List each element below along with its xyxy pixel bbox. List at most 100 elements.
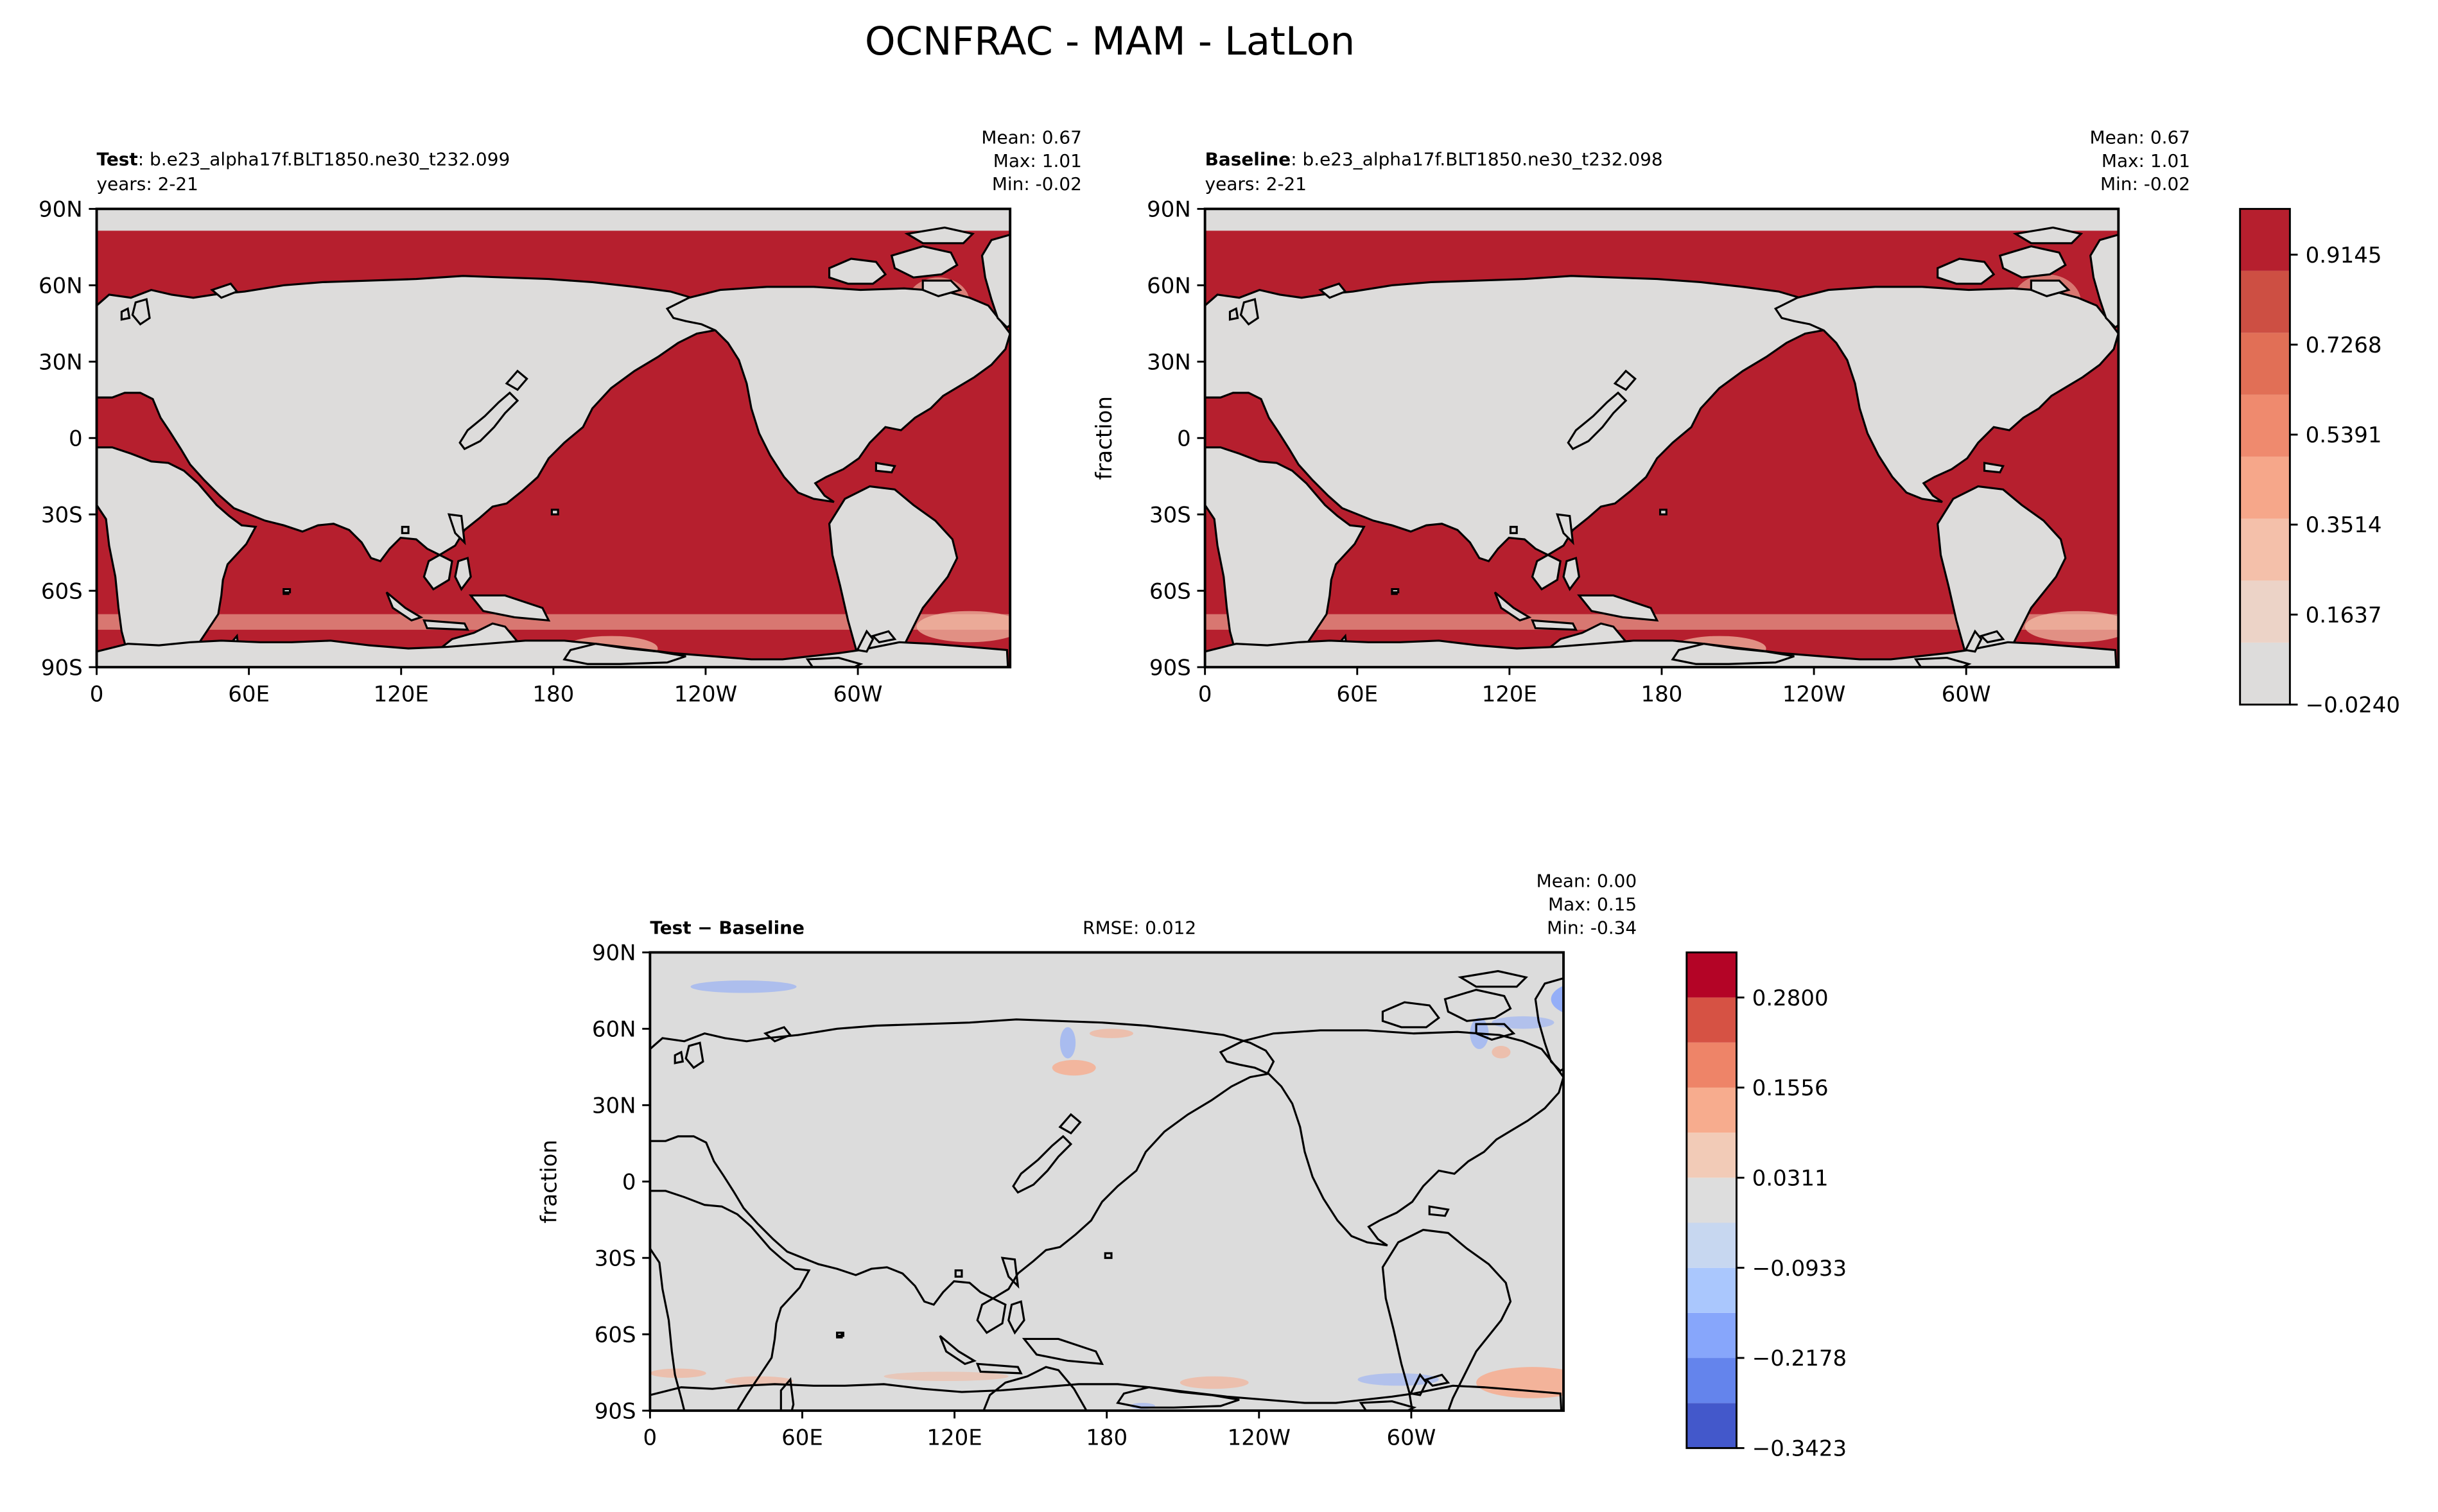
- baseline-stat-mean: Mean: 0.67: [2090, 126, 2190, 148]
- diff-colorbar: 0.2800 0.1556 0.0311 −0.0933 −0.2178 −0.3423: [1685, 951, 1847, 1462]
- colorbar-segment: [1686, 1177, 1737, 1223]
- x-tick-label: 120E: [927, 1425, 982, 1451]
- colorbar-segment: [1686, 1133, 1737, 1178]
- diff-anom-bering-red: [1089, 1029, 1133, 1038]
- x-tick-label: 180: [1641, 682, 1683, 708]
- x-tick-label: 120W: [1782, 682, 1845, 708]
- diff-anom-labrador-red: [1492, 1046, 1511, 1059]
- diff-background-fill: [650, 952, 1564, 1411]
- diff-anom-ross-red: [1180, 1376, 1249, 1389]
- colorbar-segment: [1686, 997, 1737, 1043]
- diff-anom-greenland-blue: [1551, 986, 1564, 1013]
- colorbar-frame: [1685, 951, 1737, 1449]
- x-tick-label: 120W: [1228, 1425, 1291, 1451]
- colorbar-segment: [2240, 209, 2290, 271]
- test-name-rest: : b.e23_alpha17f.BLT1850.ne30_t232.099: [138, 148, 510, 169]
- diff-anom-weddell-red: [1476, 1367, 1564, 1398]
- test-y-axis: 90N 60N 30N 0 30S 60S 90S: [39, 196, 97, 681]
- y-tick-label: 0: [1177, 426, 1191, 451]
- colorbar-tick-label: −0.2178: [1752, 1346, 1847, 1371]
- diff-map-field: [650, 952, 1564, 1411]
- x-tick-label: 60E: [781, 1425, 823, 1451]
- colorbar-segment: [1686, 1358, 1737, 1403]
- y-tick-label: 90N: [1147, 196, 1191, 222]
- colorbar-segment: [1686, 1403, 1737, 1448]
- colorbar-segment: [1686, 1222, 1737, 1268]
- colorbar-tick-label: 0.1637: [2306, 602, 2382, 628]
- baseline-stat-max: Max: 1.01: [2102, 150, 2190, 171]
- diff-anom-okhotsk-red: [1052, 1059, 1096, 1076]
- baseline-name-bold: Baseline: [1205, 148, 1291, 169]
- colorbar-segment: [2240, 394, 2290, 457]
- colorbar-segment: [1686, 1267, 1737, 1313]
- diff-anom-so-red-3: [884, 1371, 1009, 1382]
- baseline-y-axis: 90N 60N 30N 0 30S 60S 90S: [1147, 196, 1205, 681]
- colorbar-tick-label: −0.0240: [2306, 693, 2400, 718]
- baseline-x-axis: 0 60E 120E 180 120W 60W: [1198, 667, 1991, 708]
- x-tick-label: 0: [90, 682, 104, 708]
- baseline-years: years: 2-21: [1205, 173, 1307, 195]
- diff-anom-okhotsk-blue: [1059, 1027, 1076, 1059]
- colorbar-tick-label: −0.3423: [1752, 1436, 1847, 1462]
- ocnfrac-colorbar: 0.9145 0.7268 0.5391 0.3514 0.1637 −0.0240: [2239, 207, 2400, 718]
- diff-rmse: RMSE: 0.012: [1083, 917, 1196, 938]
- colorbar-segment: [2240, 642, 2290, 705]
- test-x-axis: 0 60E 120E 180 120W 60W: [90, 667, 883, 708]
- x-tick-label: 60W: [1942, 682, 1991, 708]
- baseline-y-label: fraction: [1092, 396, 1117, 480]
- colorbar-tick-label: 0.9145: [2306, 243, 2382, 268]
- y-tick-label: 60S: [1149, 578, 1191, 604]
- x-tick-label: 60E: [1336, 682, 1378, 708]
- colorbar-segment: [2240, 456, 2290, 519]
- x-tick-label: 60E: [228, 682, 270, 708]
- y-tick-label: 90S: [595, 1398, 636, 1424]
- test-panel: 0 60E 120E 180 120W 60W 90N 60N 30N 0 30S 60S 90S T…: [39, 126, 1082, 708]
- x-tick-label: 120W: [674, 682, 737, 708]
- figure-title: OCNFRAC - MAM - LatLon: [865, 19, 1355, 64]
- y-tick-label: 60S: [41, 578, 83, 604]
- colorbar-segment: [2240, 333, 2290, 395]
- y-tick-label: 0: [622, 1169, 636, 1195]
- colorbar-frame: [2239, 207, 2291, 706]
- colorbar-tick-label: 0.1556: [1752, 1075, 1829, 1101]
- y-tick-label: 30S: [1149, 502, 1191, 528]
- y-tick-label: 90N: [592, 941, 636, 966]
- diff-panel: 0 60E 120E 180 120W 60W 90N 60N 30N 0 30S 60S 90S f…: [537, 870, 1637, 1451]
- test-stat-mean: Mean: 0.67: [981, 126, 1081, 148]
- colorbar-segment: [1686, 1042, 1737, 1088]
- y-tick-label: 90S: [1149, 655, 1191, 681]
- y-tick-label: 60N: [1147, 273, 1191, 299]
- x-tick-label: 60W: [1387, 1425, 1436, 1451]
- diff-name-rest: − Baseline: [692, 917, 805, 938]
- diff-y-axis: 90N 60N 30N 0 30S 60S 90S: [592, 941, 650, 1424]
- colorbar-tick-label: 0.5391: [2306, 422, 2382, 448]
- test-name-bold: Test: [97, 148, 138, 169]
- test-years: years: 2-21: [97, 173, 198, 195]
- diff-stat-min: Min: -0.34: [1547, 917, 1637, 938]
- diff-stat-max: Max: 0.15: [1548, 894, 1637, 915]
- x-tick-label: 0: [643, 1425, 657, 1451]
- colorbar-segment: [2240, 580, 2290, 643]
- colorbar-segment: [1686, 952, 1737, 998]
- colorbar-tick-label: −0.0933: [1752, 1256, 1847, 1282]
- baseline-sea-ice-weddell: [2024, 611, 2119, 643]
- test-stat-min: Min: -0.02: [992, 173, 1082, 195]
- colorbar-segment: [2240, 518, 2290, 581]
- y-tick-label: 30S: [41, 502, 83, 528]
- baseline-panel-name: Baseline: b.e23_alpha17f.BLT1850.ne30_t2…: [1205, 148, 1663, 169]
- colorbar-segment: [1686, 1087, 1737, 1133]
- colorbar-tick-label: 0.2800: [1752, 986, 1829, 1011]
- diff-name-bold: Test: [650, 917, 691, 938]
- y-tick-label: 30N: [592, 1093, 636, 1118]
- x-tick-label: 180: [532, 682, 574, 708]
- y-tick-label: 30S: [595, 1246, 636, 1271]
- baseline-arctic-pale: [1205, 209, 2119, 231]
- baseline-name-rest: : b.e23_alpha17f.BLT1850.ne30_t232.098: [1291, 148, 1662, 169]
- x-tick-label: 60W: [833, 682, 883, 708]
- y-tick-label: 30N: [39, 349, 83, 375]
- colorbar-tick-label: 0.3514: [2306, 512, 2382, 538]
- diff-panel-name: Test − Baseline: [650, 917, 805, 938]
- y-tick-label: 0: [69, 426, 83, 451]
- baseline-panel: 0 60E 120E 180 120W 60W 90N 60N 30N 0 30S 60S 90S f…: [1092, 126, 2190, 708]
